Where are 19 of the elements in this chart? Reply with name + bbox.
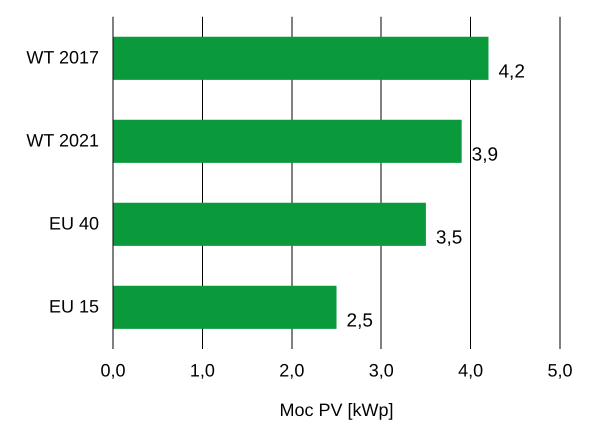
data-label: 3,5 bbox=[436, 228, 462, 249]
x-tick-label: 2,0 bbox=[279, 360, 304, 381]
x-tick-label: 4,0 bbox=[458, 360, 484, 381]
y-tick-label: WT 2021 bbox=[26, 130, 100, 150]
bar bbox=[114, 286, 337, 329]
y-tick-label: WT 2017 bbox=[26, 47, 100, 68]
x-axis-title: Moc PV [kWp] bbox=[280, 400, 394, 420]
bar bbox=[114, 120, 462, 163]
bar bbox=[114, 202, 426, 246]
data-label: 2,5 bbox=[346, 310, 373, 332]
y-tick-label: EU 40 bbox=[48, 213, 100, 234]
data-label: 4,2 bbox=[498, 62, 525, 83]
y-tick-label: EU 15 bbox=[48, 296, 100, 316]
x-tick-label: 3,0 bbox=[368, 360, 394, 381]
data-label: 3,9 bbox=[472, 144, 498, 166]
bar bbox=[114, 36, 488, 80]
x-tick-label: 1,0 bbox=[190, 360, 215, 381]
x-tick-label: 0,0 bbox=[100, 360, 126, 381]
x-tick-label: 5,0 bbox=[547, 360, 573, 381]
